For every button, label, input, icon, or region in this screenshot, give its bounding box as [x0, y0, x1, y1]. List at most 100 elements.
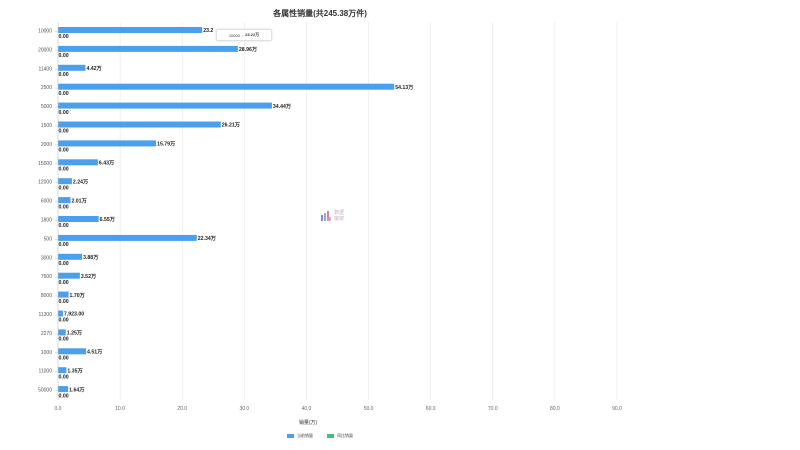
- x-tick-label: 50.0: [364, 406, 374, 412]
- data-label-current: 7,923.00: [64, 312, 84, 318]
- data-label-current: 1.64万: [69, 386, 84, 393]
- data-label-current: 23.2: [203, 28, 213, 34]
- data-label-current: 1.25万: [67, 330, 82, 337]
- bar-current: [58, 197, 71, 204]
- data-label-yoy: 0.00: [59, 129, 69, 135]
- bar-current: [58, 291, 69, 298]
- data-label-yoy: 0.00: [59, 204, 69, 210]
- legend-item-yoy[interactable]: 同比销量: [327, 433, 353, 439]
- data-label-yoy: 0.00: [59, 148, 69, 154]
- data-label-yoy: 0.00: [59, 167, 69, 173]
- bar-current: [58, 102, 272, 109]
- y-tick-label: 5000: [41, 104, 52, 110]
- y-tick-label: 1500: [41, 123, 52, 129]
- data-label-yoy: 0.00: [59, 318, 69, 324]
- bar-current: [58, 178, 72, 185]
- x-tick-label: 70.0: [488, 406, 498, 412]
- logo-icon: [321, 211, 331, 221]
- x-tick-label: 10.0: [115, 406, 125, 412]
- legend-swatch-current: [287, 434, 294, 438]
- data-label-current: 34.44万: [273, 103, 291, 110]
- y-tick-label: 10000: [38, 29, 52, 35]
- x-tick-label: 40.0: [302, 406, 312, 412]
- data-label-current: 15.79万: [157, 141, 175, 148]
- data-label-current: 28.96万: [239, 46, 257, 53]
- x-axis-title: 销量(万): [299, 419, 318, 426]
- y-tick-label: 50000: [38, 388, 52, 394]
- data-label-current: 6.55万: [100, 216, 115, 223]
- bar-current: [58, 140, 157, 147]
- bar-current: [58, 27, 203, 33]
- y-tick-label: 2270: [41, 331, 52, 337]
- x-tick-label: 30.0: [239, 406, 249, 412]
- data-label-current: 1.35万: [67, 367, 82, 374]
- watermark: 数据 魔镜: [320, 210, 344, 222]
- data-label-yoy: 0.00: [59, 185, 69, 191]
- data-label-yoy: 0.00: [59, 72, 69, 78]
- legend: 当前销量 同比销量: [0, 433, 640, 439]
- data-label-yoy: 0.00: [59, 337, 69, 343]
- tooltip-separator: :: [241, 32, 244, 38]
- y-tick-label: 500: [44, 236, 53, 242]
- data-label-yoy: 0.00: [59, 393, 69, 399]
- data-label-yoy: 0.00: [59, 34, 69, 40]
- data-label-current: 4.42万: [86, 65, 101, 72]
- legend-item-current[interactable]: 当前销量: [287, 433, 313, 439]
- bar-current: [58, 386, 69, 393]
- bar-current: [58, 348, 87, 355]
- data-label-current: 6.43万: [99, 160, 114, 167]
- y-tick-label: 20000: [38, 47, 52, 53]
- data-label-current: 54.13万: [395, 84, 413, 91]
- data-label-current: 2.24万: [73, 178, 88, 185]
- bar-current: [58, 272, 80, 279]
- data-label-yoy: 0.00: [59, 280, 69, 286]
- watermark-text: 数据 魔镜: [334, 210, 345, 222]
- tooltip-category: 10000: [228, 32, 240, 38]
- bar-current: [58, 253, 83, 260]
- x-tick-label: 60.0: [426, 406, 436, 412]
- y-tick-label: 12000: [38, 180, 52, 186]
- y-tick-label: 1800: [41, 218, 52, 224]
- tooltip: 10000 : 23.22万: [216, 29, 272, 41]
- data-label-yoy: 0.00: [59, 110, 69, 116]
- x-tick-label: 90.0: [612, 406, 622, 412]
- legend-swatch-yoy: [327, 434, 334, 438]
- bar-current: [58, 234, 197, 241]
- data-label-yoy: 0.00: [59, 223, 69, 229]
- data-label-current: 26.21万: [222, 122, 240, 129]
- bar-current: [58, 159, 98, 166]
- legend-label-current: 当前销量: [297, 433, 313, 438]
- y-tick-label: 3000: [41, 255, 52, 261]
- bar-current: [58, 121, 221, 128]
- data-label-yoy: 0.00: [59, 53, 69, 59]
- y-tick-label: 2500: [41, 85, 52, 91]
- x-tick-label: 80.0: [550, 406, 560, 412]
- y-tick-label: 15000: [38, 161, 52, 167]
- data-label-current: 1.70万: [70, 292, 85, 299]
- data-label-current: 4.51万: [87, 349, 102, 356]
- y-tick-label: 2000: [41, 142, 52, 148]
- chart-title: 各属性销量(共245.38万件): [273, 9, 367, 18]
- legend-label-yoy: 同比销量: [337, 433, 353, 438]
- data-label-yoy: 0.00: [59, 91, 69, 97]
- data-label-current: 3.88万: [83, 254, 98, 261]
- data-label-current: 2.01万: [71, 197, 86, 204]
- data-label-yoy: 0.00: [59, 374, 69, 380]
- data-label-current: 22.34万: [198, 235, 216, 242]
- y-tick-label: 11000: [38, 369, 52, 375]
- y-tick-label: 1000: [41, 350, 52, 356]
- y-tick-label: 7500: [41, 274, 52, 280]
- x-tick-label: 0.0: [55, 406, 62, 412]
- bar-current: [58, 45, 238, 52]
- data-label-yoy: 0.00: [59, 299, 69, 305]
- tooltip-value: 23.22万: [245, 32, 260, 37]
- bars: 23.2 0.00 28.96万 0.00 4.42万 0.00 54.13万 0.00 34.…: [58, 27, 413, 399]
- axes: 0.0 10.0 20.0 30.0 40.0 50.0 60.0 70.0 80.0 90.0 1…: [38, 22, 622, 412]
- data-label-yoy: 0.00: [59, 242, 69, 248]
- data-label-current: 3.52万: [81, 273, 96, 280]
- bar-current: [58, 329, 66, 336]
- y-tick-label: 8000: [41, 293, 52, 299]
- data-label-yoy: 0.00: [59, 261, 69, 267]
- bar-current: [58, 310, 63, 317]
